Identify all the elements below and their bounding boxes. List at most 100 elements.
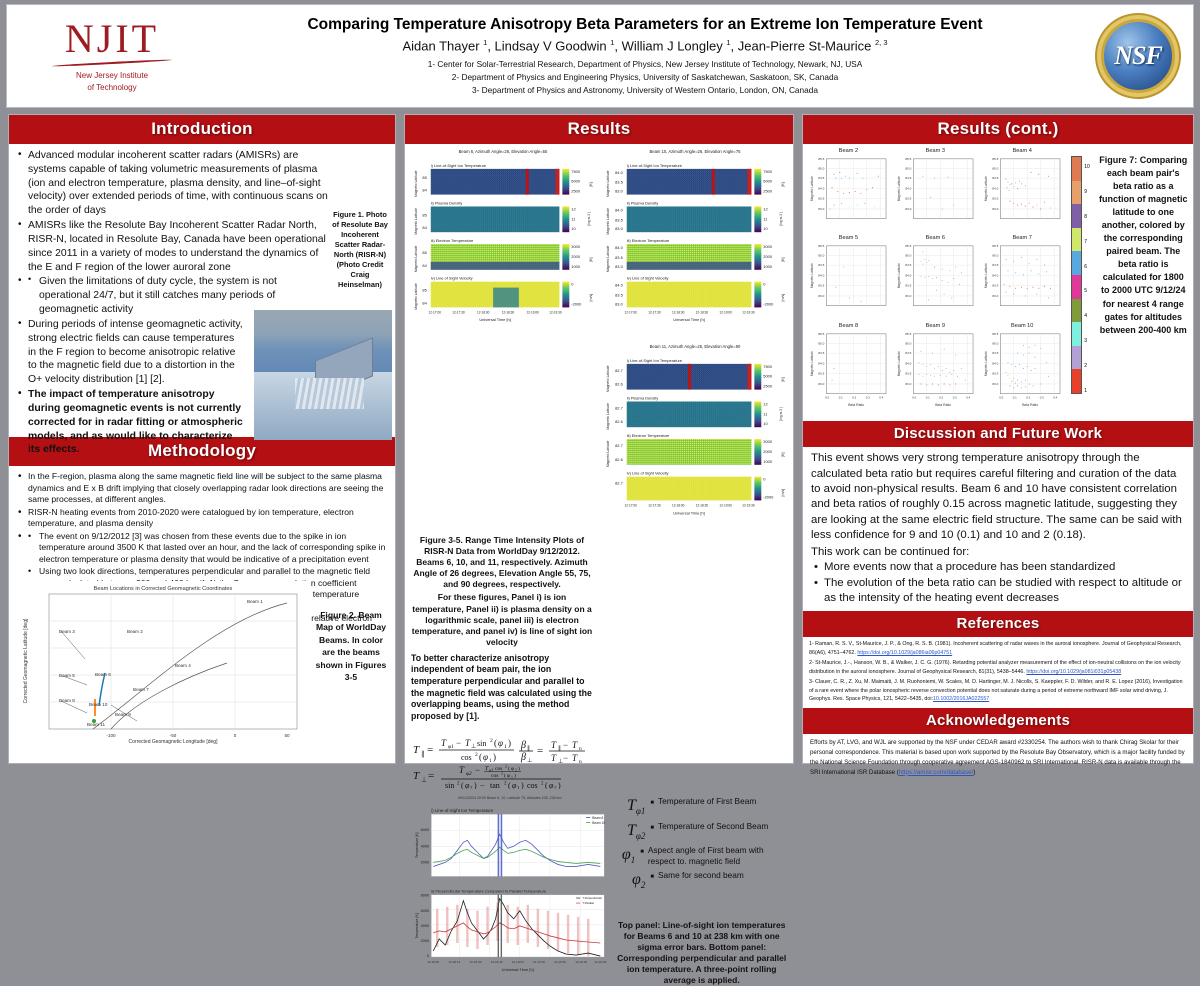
svg-text:82.7: 82.7 bbox=[615, 405, 623, 410]
svg-text:85: 85 bbox=[422, 212, 427, 217]
column-left: Introduction Advanced modular incoherent… bbox=[8, 114, 396, 764]
amisr-database-link[interactable]: https://amisr.com/database/ bbox=[898, 768, 974, 776]
ts-panel-ii-label: ii) Perpendicular Temperature Compared t… bbox=[431, 889, 547, 894]
svg-text:): ) bbox=[508, 738, 511, 748]
reference-item-3: 3- Clauer, C. R., Z. Xu, M. Maimaiti, J.… bbox=[809, 678, 1187, 703]
svg-text:sin: sin bbox=[445, 781, 454, 789]
rti-title-beam11: Beam 11, Azimuth Angle=26, Elevation Ang… bbox=[649, 344, 741, 350]
svg-text:=: = bbox=[427, 744, 433, 756]
svg-text:84.5: 84.5 bbox=[818, 351, 824, 355]
intro-bullet-3: During periods of intense geomagnetic ac… bbox=[16, 317, 331, 387]
scatter-title-beam2: Beam 2 bbox=[838, 148, 859, 154]
svg-text:cos: cos bbox=[527, 781, 538, 789]
svg-text:2: 2 bbox=[475, 752, 478, 758]
meth-bullet-1: In the F-region, plasma along the same m… bbox=[16, 470, 388, 506]
equations-block: T ∥ = T φ1 − T ⊥ sin 2 (φ 1) cos 2 (φ 1) β… bbox=[405, 722, 793, 794]
svg-text:Beam 10: Beam 10 bbox=[592, 822, 605, 826]
svg-text:85: 85 bbox=[422, 175, 427, 180]
rti-panel-beam10-11: Beam 10, Azimuth Angle=26, Elevation Ang… bbox=[601, 147, 789, 531]
svg-text:(: ( bbox=[508, 781, 511, 789]
svg-text:11: 11 bbox=[763, 411, 767, 416]
svg-text:10: 10 bbox=[571, 226, 576, 231]
svg-text:0: 0 bbox=[571, 282, 574, 287]
svg-text:4000: 4000 bbox=[421, 924, 429, 928]
svg-text:(: ( bbox=[504, 772, 506, 779]
svg-text:82.7: 82.7 bbox=[615, 481, 623, 486]
svg-text:cos: cos bbox=[461, 753, 472, 762]
svg-text:0.1: 0.1 bbox=[839, 395, 843, 399]
svg-text:0: 0 bbox=[234, 733, 237, 738]
scatter-chart-beam4: 85.5 85.0 84.5 84.0 83.5 83.0 Magnetic Latit… bbox=[984, 157, 1061, 219]
svg-text:8000: 8000 bbox=[421, 894, 429, 898]
rti11-sub-iii: iii) Electron Temperature bbox=[627, 433, 670, 438]
svg-text:12-18:00: 12-18:00 bbox=[672, 503, 685, 507]
scatter-cell-beam9: Beam 9 bbox=[894, 323, 977, 416]
svg-text:84.0: 84.0 bbox=[818, 187, 824, 191]
svg-text:84.0: 84.0 bbox=[615, 245, 623, 250]
svg-text:6000: 6000 bbox=[421, 829, 429, 833]
scatter-cell-beam4: Beam 4 bbox=[981, 148, 1064, 233]
svg-text:T: T bbox=[441, 738, 447, 748]
svg-text:2000: 2000 bbox=[571, 254, 581, 259]
svg-text:⊥: ⊥ bbox=[558, 758, 563, 765]
svg-text:85.0: 85.0 bbox=[818, 254, 824, 258]
svg-text:⊥: ⊥ bbox=[421, 776, 427, 784]
cbar-tick-5: 5 bbox=[1084, 288, 1088, 295]
svg-text:T: T bbox=[465, 738, 471, 748]
svg-text:n: n bbox=[579, 759, 582, 765]
references-body: 1- Raman, R. S. V., St-Maurice, J. P., &… bbox=[803, 637, 1193, 703]
svg-text:85.5: 85.5 bbox=[818, 244, 824, 248]
svg-text:82.6: 82.6 bbox=[615, 419, 623, 424]
svg-text:83.0: 83.0 bbox=[905, 207, 911, 211]
reference-3-text: 3- Clauer, C. R., Z. Xu, M. Maimaiti, J.… bbox=[809, 679, 1183, 703]
beam-colorbar: 1 2 3 4 5 6 7 8 9 10 bbox=[1064, 148, 1098, 415]
svg-text:85.5: 85.5 bbox=[818, 157, 824, 161]
svg-text:∥: ∥ bbox=[527, 745, 530, 752]
scatter-ylabel-beam8: Magnetic Latitude bbox=[810, 351, 814, 376]
symbol-t-phi-2: Tφ2 bbox=[627, 821, 646, 841]
section-heading-results-cont: Results (cont.) bbox=[803, 115, 1193, 144]
poster-root: NJIT New Jersey Institute of Technology … bbox=[0, 0, 1200, 771]
svg-text:-50: -50 bbox=[170, 733, 177, 738]
svg-text:1: 1 bbox=[489, 758, 492, 764]
affiliation-1: 1- Center for Solar-Terrestrial Research… bbox=[427, 59, 863, 70]
author-list: Aidan Thayer 1, Lindsay V Goodwin 1, Wil… bbox=[402, 37, 888, 54]
svg-text:cos: cos bbox=[491, 773, 498, 779]
svg-text:12-18:00: 12-18:00 bbox=[477, 310, 490, 314]
svg-text:0.2: 0.2 bbox=[852, 395, 856, 399]
affiliation-3: 3- Department of Physics and Astronomy, … bbox=[471, 84, 819, 95]
section-heading-discussion: Discussion and Future Work bbox=[803, 421, 1193, 448]
svg-text:83.0: 83.0 bbox=[615, 264, 623, 269]
rti-chart-beam11: i) Line-of-Sight Ion Temperature 7500 500… bbox=[606, 358, 785, 515]
svg-text:0.1: 0.1 bbox=[926, 395, 930, 399]
svg-text:2: 2 bbox=[490, 738, 493, 744]
svg-text:10: 10 bbox=[763, 421, 768, 426]
reference-3-link[interactable]: 10.1002/2016JA022557 bbox=[932, 696, 990, 703]
svg-text:φ2: φ2 bbox=[466, 771, 472, 777]
svg-text:0.4: 0.4 bbox=[879, 395, 883, 399]
rti-chart-beam6: i) Line-of-Sight Ion Temperature 7500 500… bbox=[414, 163, 593, 322]
svg-text:83.0: 83.0 bbox=[905, 294, 911, 298]
reference-1-link[interactable]: https://doi.org/10.1029/ja086ia06p04751 bbox=[857, 649, 953, 656]
svg-text:(: ( bbox=[479, 752, 482, 762]
svg-text:85.0: 85.0 bbox=[992, 166, 998, 170]
svg-text:5000: 5000 bbox=[763, 374, 773, 379]
reference-2-link[interactable]: https://doi.org/10.1029/ja081i031p05438 bbox=[1026, 668, 1122, 675]
scatter-chart-beam7: 85.5 85.0 84.5 84.0 83.5 83.0 Magnetic Latit… bbox=[984, 244, 1061, 307]
svg-text:12-20:00: 12-20:00 bbox=[594, 960, 606, 964]
rti6-sub-i: i) Line-of-Sight Ion Temperature bbox=[431, 163, 487, 168]
svg-text:82.6: 82.6 bbox=[615, 457, 623, 462]
scatter-title-beam4: Beam 4 bbox=[1012, 148, 1032, 154]
scatter-chart-beam5: 85.5 85.0 84.5 84.0 83.5 83.0 Magnetic Latit… bbox=[810, 244, 887, 307]
legend-text-tphi2: Temperature of Second Beam bbox=[658, 820, 769, 831]
svg-text:2: 2 bbox=[504, 782, 507, 787]
svg-text:84.0: 84.0 bbox=[992, 361, 998, 365]
svg-text:12-19:30: 12-19:30 bbox=[742, 503, 755, 507]
rti6-cbar-ii bbox=[562, 206, 570, 233]
svg-text:12-17:00: 12-17:00 bbox=[624, 503, 637, 507]
svg-text:7500: 7500 bbox=[763, 364, 773, 369]
scatter-chart-beam3: 85.5 85.0 84.5 84.0 83.5 83.0 Magnetic Latit… bbox=[897, 157, 974, 219]
discussion-paragraph: This event shows very strong temperature… bbox=[811, 452, 1182, 541]
svg-text:): ) bbox=[493, 752, 496, 762]
svg-text:2: 2 bbox=[554, 787, 557, 790]
